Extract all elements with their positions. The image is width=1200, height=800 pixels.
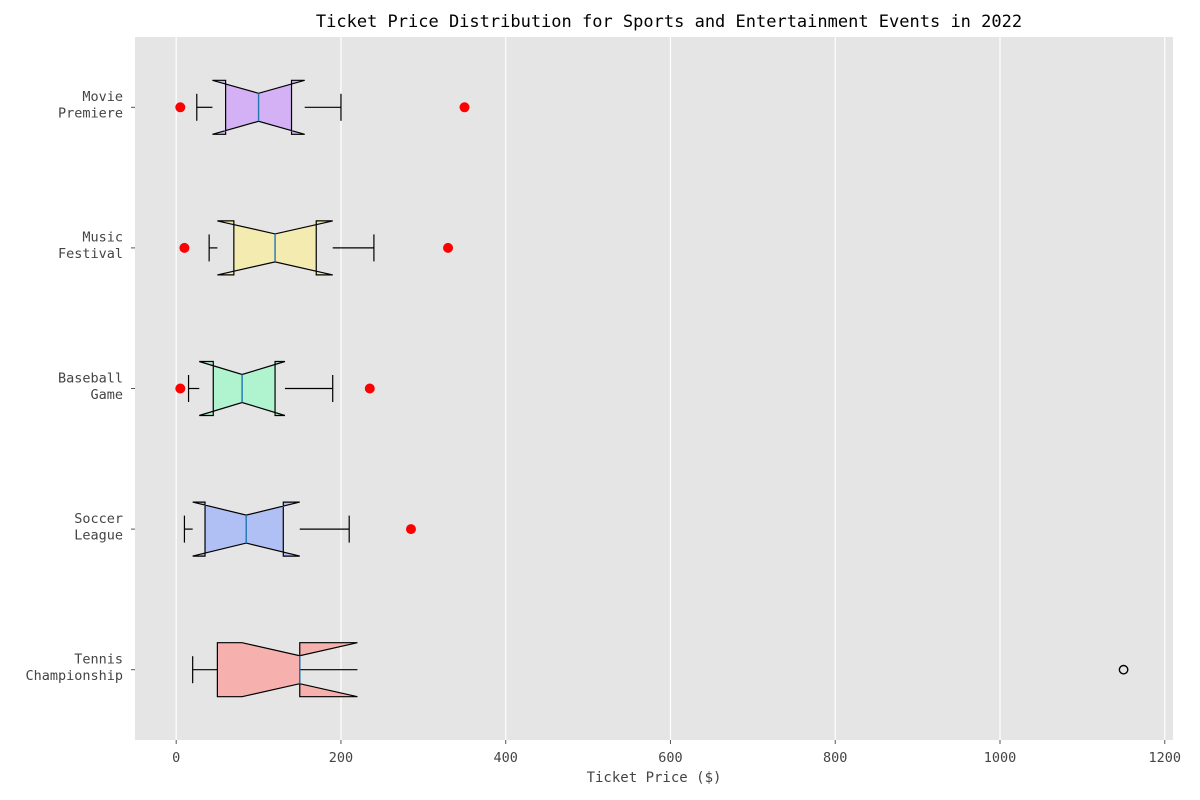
y-tick-label: Soccer League	[74, 511, 123, 544]
outlier-point	[459, 102, 470, 113]
chart-title: Ticket Price Distribution for Sports and…	[316, 12, 1022, 32]
outlier-point	[175, 383, 186, 394]
x-tick-label: 200	[329, 750, 353, 766]
outlier-point	[405, 524, 416, 535]
x-axis-label: Ticket Price ($)	[587, 770, 722, 786]
y-tick-label: Baseball Game	[58, 370, 123, 403]
y-tick-label: Music Festival	[58, 230, 123, 263]
box-body	[216, 642, 358, 698]
box-baseball-game	[175, 360, 375, 417]
grid	[175, 37, 1166, 740]
box-soccer-league	[183, 501, 416, 557]
x-tick-label: 1200	[1149, 750, 1182, 766]
outlier-point	[175, 102, 186, 113]
outlier-point	[443, 242, 454, 253]
y-tick-label: Tennis Championship	[25, 651, 123, 684]
box-series	[175, 79, 1129, 698]
box-movie-premiere	[175, 79, 470, 135]
x-tick-label: 1000	[984, 750, 1017, 766]
outlier-point	[179, 242, 190, 253]
flier-point	[1118, 664, 1129, 675]
x-axis-ticks: 0 200 400 600 800 1000 1200	[172, 740, 1181, 766]
x-tick-label: 800	[823, 750, 847, 766]
outlier-point	[364, 383, 375, 394]
y-axis-ticks: Tennis Championship Soccer League Baseball Ga…	[25, 89, 135, 684]
x-tick-label: 600	[658, 750, 682, 766]
box-music-festival	[179, 220, 454, 276]
x-tick-label: 0	[172, 750, 180, 766]
box-tennis-championship	[192, 642, 1129, 698]
y-tick-label: Movie Premiere	[58, 89, 123, 122]
x-tick-label: 400	[494, 750, 518, 766]
